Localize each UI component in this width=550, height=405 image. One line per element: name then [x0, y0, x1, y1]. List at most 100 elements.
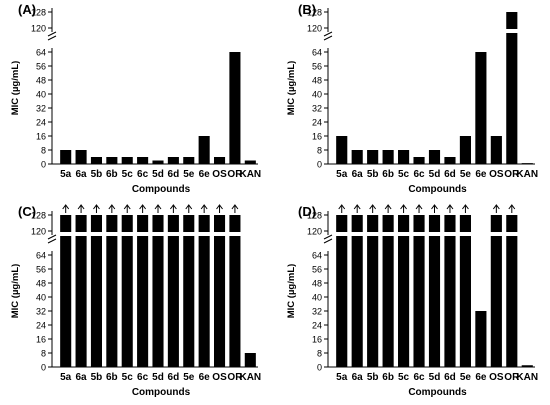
x-tick-label: 6c — [137, 372, 149, 383]
bar-6e — [198, 136, 210, 164]
y-tick-label: 0 — [41, 363, 46, 373]
chart-panel-3: (C) 0 8 16 24 32 40 48 56 64 120 128 MIC (µg/mL) 5a 6a… — [10, 204, 261, 398]
x-tick-label: 5b — [367, 169, 379, 180]
chart-panel-1: (A) 0 8 16 24 32 40 48 56 64 120 128 MIC (µg/mL) 5a 6a… — [10, 2, 261, 195]
y-tick-label: 32 — [36, 307, 46, 317]
y-tick-label: 120 — [31, 24, 46, 34]
bar-KAN — [521, 163, 533, 164]
over-max-arrow-head — [62, 204, 70, 210]
y-tick-label: 24 — [312, 118, 322, 128]
y-tick-label: 40 — [36, 90, 46, 100]
bar-KAN — [244, 160, 256, 164]
y-tick-label: 32 — [36, 104, 46, 114]
y-tick-label: 56 — [312, 265, 322, 275]
bar-5c — [121, 215, 133, 367]
over-max-arrow-head — [200, 204, 208, 210]
x-tick-label: 5b — [91, 169, 103, 180]
x-tick-label: 6a — [76, 169, 88, 180]
bar-break-gap — [105, 232, 118, 236]
y-tick-label: 48 — [36, 279, 46, 289]
bar-break-gap — [90, 232, 103, 236]
x-tick-label: 6e — [475, 372, 487, 383]
y-tick-label: 128 — [31, 211, 46, 221]
bar-5e — [459, 136, 471, 164]
bar-break-gap — [443, 232, 457, 236]
x-tick-label: 6e — [199, 372, 211, 383]
y-axis-title: MIC (µg/mL) — [286, 264, 297, 319]
bar-6e — [475, 52, 487, 164]
y-tick-label: 8 — [317, 146, 322, 156]
bar-5e — [183, 215, 195, 367]
bar-6e — [475, 311, 487, 367]
x-tick-label: 5a — [60, 169, 72, 180]
x-tick-label: 6d — [168, 169, 180, 180]
x-tick-label: 6c — [413, 372, 425, 383]
axis-break-mark — [323, 238, 333, 244]
y-tick-label: 40 — [312, 293, 322, 303]
y-tick-label: 64 — [36, 251, 46, 261]
bar-5d — [152, 160, 164, 164]
bar-5d — [428, 215, 441, 367]
x-tick-label: 5c — [122, 372, 134, 383]
x-tick-label: 6b — [382, 169, 394, 180]
axis-break-mark — [47, 31, 57, 37]
y-tick-label: 16 — [36, 132, 46, 142]
x-tick-label: 6b — [106, 372, 118, 383]
bar-break-gap — [136, 232, 149, 236]
bar-break-gap — [182, 232, 195, 236]
y-tick-label: 0 — [317, 160, 322, 170]
x-tick-label: 6a — [352, 169, 364, 180]
bar-6b — [382, 150, 394, 164]
bar-break-gap — [121, 232, 134, 236]
y-tick-label: 56 — [36, 62, 46, 72]
bar-break-gap — [382, 232, 395, 236]
bar-break-gap — [459, 232, 472, 236]
x-tick-label: KAN — [239, 372, 261, 383]
y-axis-title: MIC (µg/mL) — [10, 61, 21, 116]
y-tick-label: 48 — [312, 76, 322, 86]
x-tick-label: 5b — [91, 372, 103, 383]
x-axis-title: Compounds — [132, 184, 191, 195]
bar-5a — [60, 150, 72, 164]
y-tick-label: 128 — [307, 8, 322, 18]
bar-5b — [367, 150, 379, 164]
panel-label: (B) — [298, 2, 316, 17]
x-axis-title: Compounds — [408, 387, 467, 398]
over-max-arrow-head — [139, 204, 147, 210]
bar-6d — [167, 215, 179, 367]
bar-5b — [367, 215, 379, 367]
y-tick-label: 32 — [312, 104, 322, 114]
bar-break-gap — [428, 232, 441, 236]
x-tick-label: KAN — [516, 169, 538, 180]
y-tick-label: 120 — [307, 24, 322, 34]
y-tick-label: 0 — [41, 160, 46, 170]
x-tick-label: 6d — [168, 372, 180, 383]
bar-OR — [506, 215, 518, 367]
y-tick-label: 8 — [41, 349, 46, 359]
over-max-arrow-head — [415, 204, 423, 210]
x-tick-label: 5c — [398, 372, 410, 383]
y-tick-label: 16 — [36, 335, 46, 345]
bar-6c — [413, 157, 425, 164]
axis-break-mark — [323, 234, 333, 240]
bar-break-gap — [59, 232, 72, 236]
bar-6e — [198, 215, 210, 367]
over-max-arrow-head — [338, 204, 346, 210]
bar-break-gap — [505, 29, 518, 33]
bar-break-gap — [351, 232, 364, 236]
bar-5c — [398, 150, 410, 164]
bar-break-gap — [490, 232, 503, 236]
bar-5e — [183, 157, 195, 164]
bar-5d — [152, 215, 164, 367]
bar-6c — [137, 215, 149, 367]
bar-break-gap — [228, 232, 241, 236]
x-tick-label: 6b — [382, 372, 394, 383]
x-tick-label: 5c — [398, 169, 410, 180]
bar-6c — [413, 215, 425, 367]
bar-5c — [398, 215, 410, 367]
bar-KAN — [244, 353, 256, 367]
x-tick-label: OR — [227, 372, 243, 383]
y-tick-label: 40 — [36, 293, 46, 303]
x-tick-label: 5a — [336, 169, 348, 180]
